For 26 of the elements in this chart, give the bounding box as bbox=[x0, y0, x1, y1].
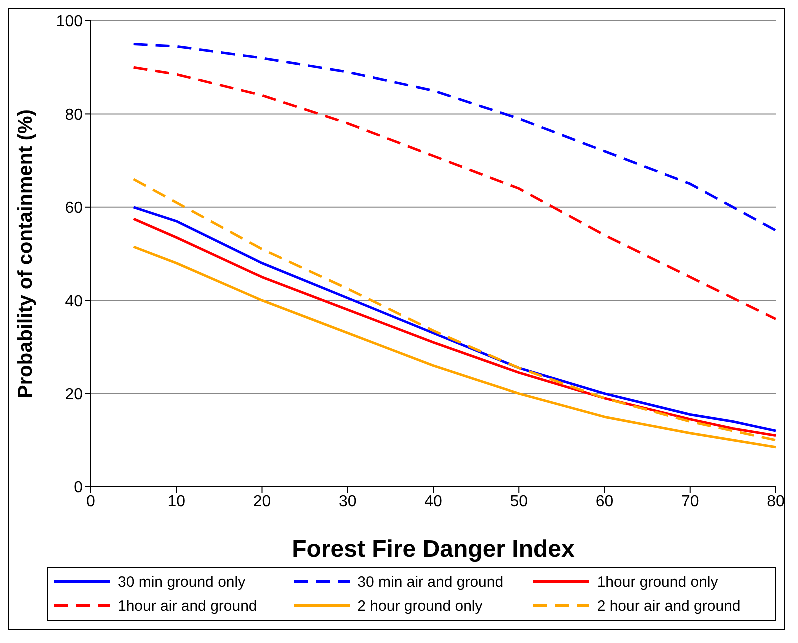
legend-label: 30 min air and ground bbox=[358, 574, 504, 590]
x-tick-label: 30 bbox=[338, 493, 357, 510]
y-tick-label: 40 bbox=[65, 293, 84, 310]
y-axis-title: Probability of containment (%) bbox=[15, 110, 38, 398]
x-axis-title: Forest Fire Danger Index bbox=[292, 536, 576, 563]
line-series bbox=[132, 43, 776, 232]
legend-label: 30 min ground only bbox=[118, 574, 246, 590]
legend-label: 1hour air and ground bbox=[118, 598, 258, 614]
y-tick-label: 60 bbox=[65, 200, 84, 218]
legend-label: 1hour ground only bbox=[597, 574, 718, 590]
y-tick-label: 0 bbox=[74, 480, 84, 497]
x-tick-label: 60 bbox=[596, 493, 614, 510]
x-tick-label: 10 bbox=[168, 493, 186, 510]
line-series bbox=[132, 66, 776, 320]
x-tick-label: 40 bbox=[424, 493, 442, 510]
line-series bbox=[132, 246, 776, 449]
x-tick-label: 50 bbox=[510, 493, 528, 510]
y-tick-label: 80 bbox=[65, 106, 84, 124]
x-tick-label: 20 bbox=[253, 493, 272, 510]
y-tick-label: 20 bbox=[65, 386, 84, 404]
legend-label: 2 hour air and ground bbox=[597, 598, 741, 614]
x-tick-label: 0 bbox=[86, 493, 96, 510]
x-tick-label: 70 bbox=[681, 493, 700, 510]
y-tick-label: 100 bbox=[56, 14, 84, 31]
legend-label: 2 hour ground only bbox=[358, 598, 483, 614]
x-tick-label: 80 bbox=[767, 493, 785, 510]
